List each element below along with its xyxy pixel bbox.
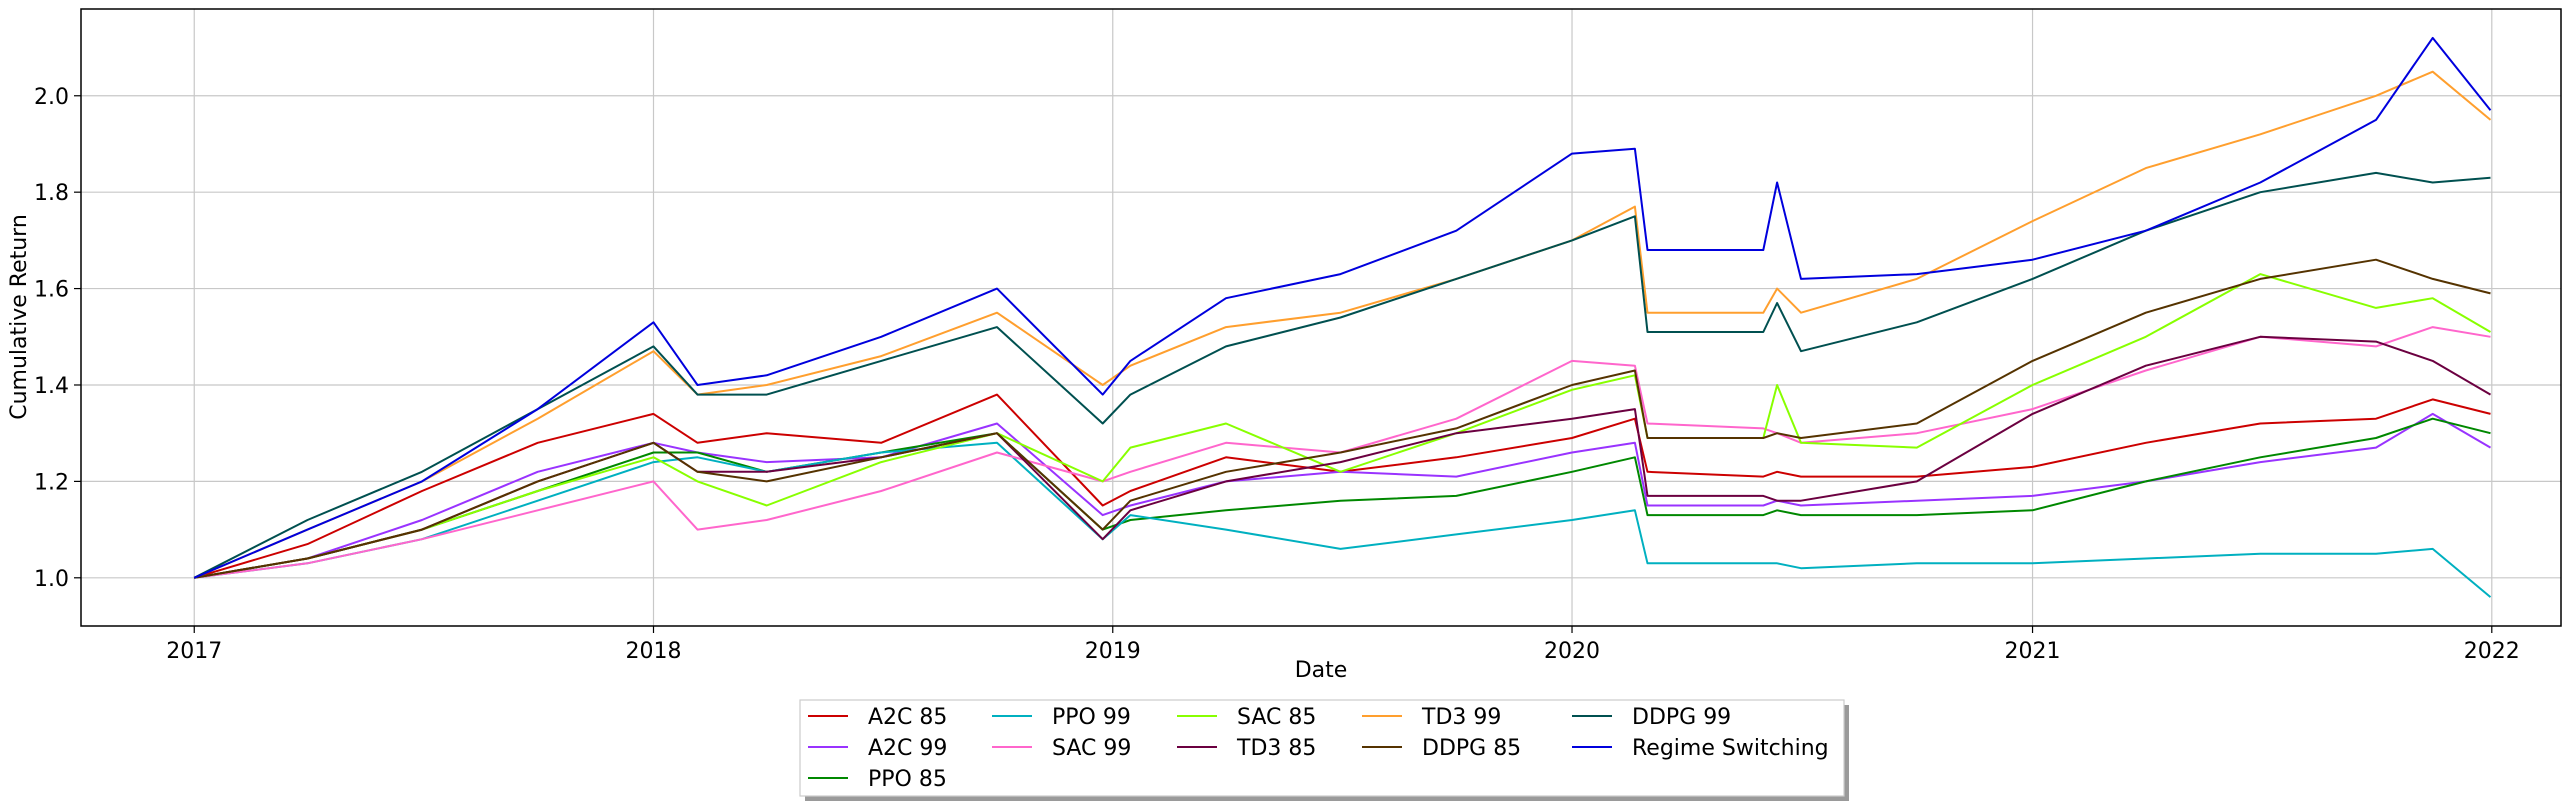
series-line-ddpg-99 [193, 171, 2491, 579]
legend-label-regime-switching: Regime Switching [1632, 736, 1829, 761]
y-tick-label: 1.2 [34, 470, 69, 495]
legend-label-td3-85: TD3 85 [1236, 736, 1316, 761]
legend-label-td3-99: TD3 99 [1421, 705, 1501, 730]
plot-frame [80, 8, 2562, 627]
series-line-sac-85 [194, 273, 2492, 579]
series-line-regime-switching [193, 36, 2492, 579]
y-tick-label: 2.0 [34, 85, 69, 110]
y-tick-label: 1.0 [34, 567, 69, 592]
legend-box [799, 699, 1845, 797]
y-tick-label: 1.8 [34, 181, 69, 206]
legend-label-ppo-85: PPO 85 [868, 767, 947, 792]
x-tick-label: 2018 [626, 639, 682, 664]
series-line-ppo-99 [194, 441, 2492, 598]
x-axis-label: Date [1295, 658, 1348, 683]
legend-label-ppo-99: PPO 99 [1052, 705, 1131, 730]
legend-label-a2c-85: A2C 85 [868, 705, 947, 730]
x-tick-label: 2020 [1544, 639, 1600, 664]
legend: A2C 85 A2C 99 PPO 85 PPO 99 SAC 99 SAC 85 TD3 … [799, 699, 1849, 801]
x-tick-label: 2019 [1085, 639, 1141, 664]
legend-label-sac-99: SAC 99 [1052, 736, 1131, 761]
series-line-td3-85 [194, 335, 2492, 579]
x-tick-label: 2022 [2464, 639, 2520, 664]
x-tick-label: 2017 [166, 639, 222, 664]
legend-label-ddpg-85: DDPG 85 [1422, 736, 1521, 761]
y-tick-label: 1.6 [34, 278, 69, 303]
axis-ticks: 2017 2018 2019 2020 2021 2022 1.0 1.2 1.4 1.6 1.8 2… [34, 85, 2520, 664]
legend-label-sac-85: SAC 85 [1237, 705, 1316, 730]
series-line-sac-99 [194, 326, 2491, 579]
x-tick-label: 2021 [2005, 639, 2061, 664]
series-line-td3-99 [193, 70, 2492, 579]
legend-label-ddpg-99: DDPG 99 [1632, 705, 1731, 730]
legend-label-a2c-99: A2C 99 [868, 736, 947, 761]
series-line-a2c-85 [193, 393, 2491, 579]
grid [81, 9, 2561, 626]
y-tick-label: 1.4 [34, 374, 69, 399]
series-line-a2c-99 [194, 412, 2492, 579]
series-line-ddpg-85 [194, 258, 2491, 579]
y-axis-label: Cumulative Return [7, 214, 32, 420]
series-lines [193, 36, 2492, 598]
